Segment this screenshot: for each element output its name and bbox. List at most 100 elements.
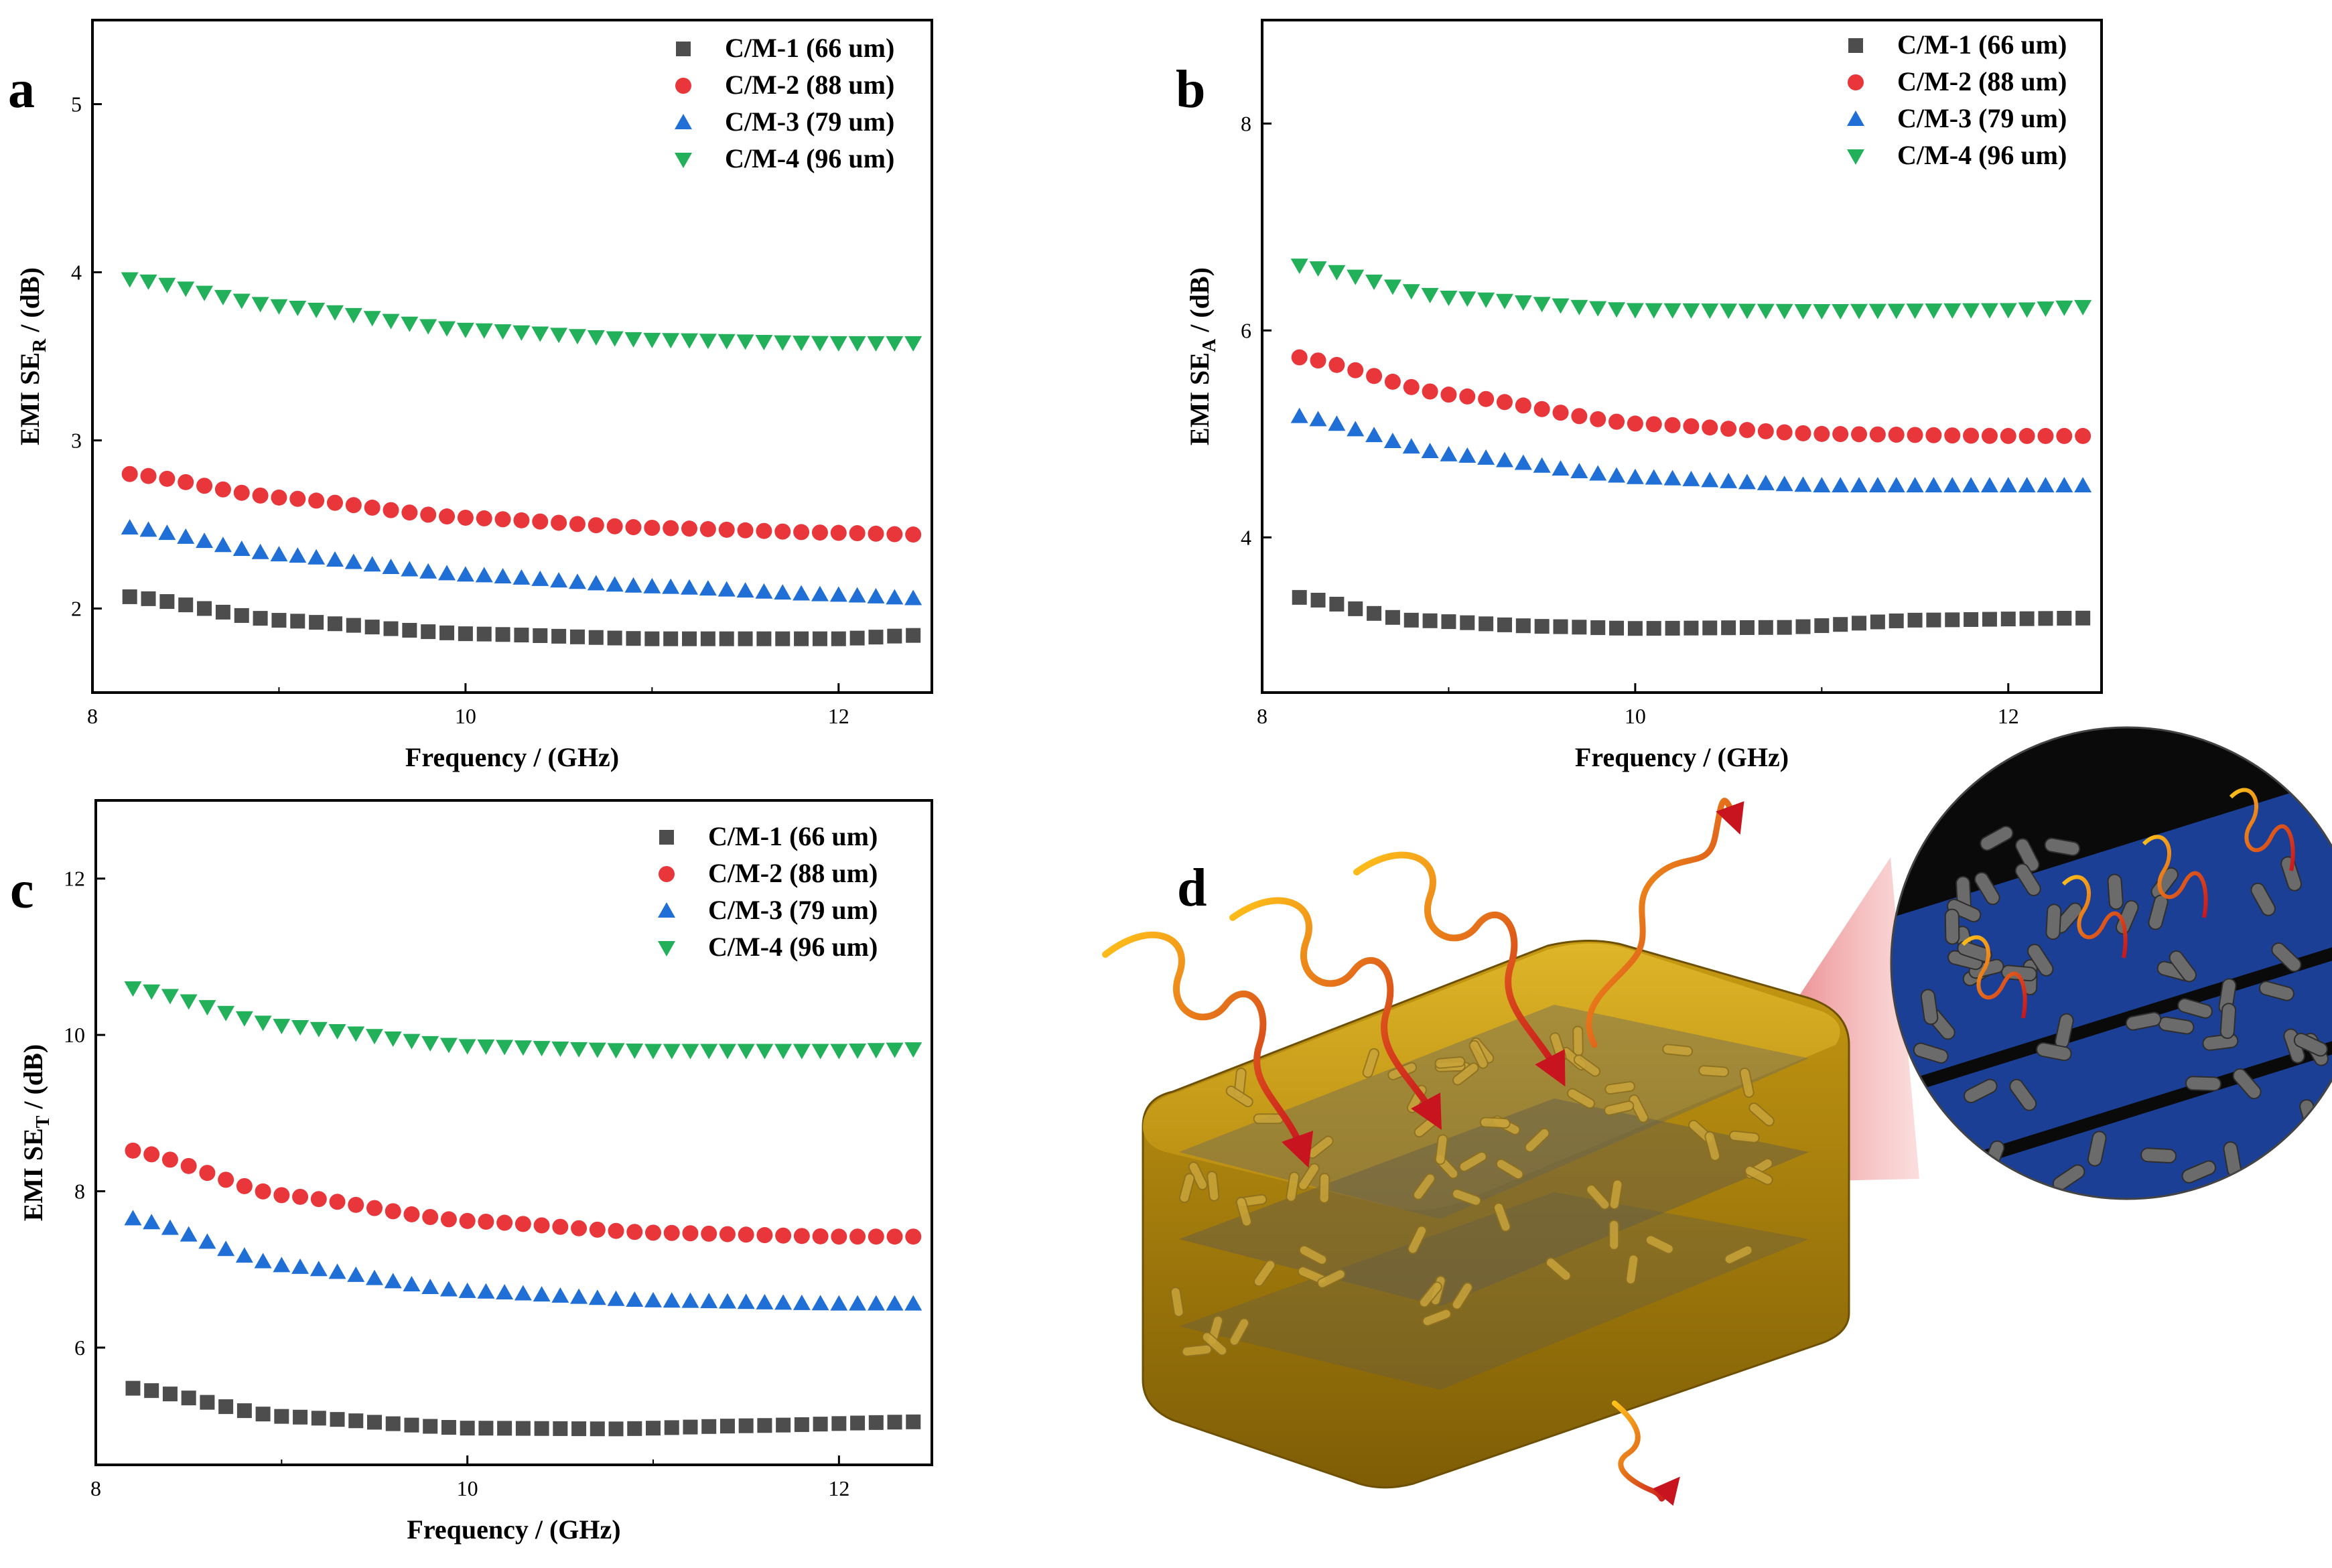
data-point xyxy=(344,307,362,324)
data-point xyxy=(290,614,305,629)
rod xyxy=(1728,1130,1760,1143)
data-point xyxy=(1645,303,1663,319)
data-point xyxy=(139,274,157,290)
data-point xyxy=(1887,303,1905,319)
data-point xyxy=(475,567,493,583)
zoom-rod xyxy=(2014,838,2040,872)
data-point xyxy=(606,518,623,534)
data-point xyxy=(458,626,473,642)
x-tick-label: 10 xyxy=(455,704,476,728)
legend-marker xyxy=(1848,74,1864,90)
data-point xyxy=(177,528,195,544)
y-tick-label: 8 xyxy=(1241,111,1251,135)
data-point xyxy=(1309,411,1327,427)
data-point xyxy=(1925,477,1943,493)
data-point xyxy=(1889,613,1904,628)
data-point xyxy=(588,1289,606,1305)
data-point xyxy=(570,1042,588,1058)
data-point xyxy=(217,1005,235,1021)
data-point xyxy=(1962,303,1980,319)
data-point xyxy=(1701,303,1719,319)
data-point xyxy=(457,509,474,526)
series-3 xyxy=(124,1210,922,1311)
data-point xyxy=(476,626,492,642)
data-point xyxy=(811,1295,829,1311)
data-point xyxy=(1981,427,1998,444)
data-point xyxy=(181,1391,196,1406)
data-point xyxy=(848,336,866,352)
data-point xyxy=(1440,386,1457,403)
legend-marker xyxy=(676,42,691,56)
rod xyxy=(1434,1056,1466,1069)
data-point xyxy=(1403,612,1419,628)
data-point xyxy=(1944,427,1961,444)
data-point xyxy=(644,1291,662,1307)
data-point xyxy=(1813,304,1831,320)
data-point xyxy=(1945,612,1960,628)
data-point xyxy=(830,524,847,541)
data-point xyxy=(421,1279,439,1295)
y-axis-label: EMI SET / (dB) xyxy=(18,1044,54,1221)
x-axis-label: Frequency / (GHz) xyxy=(1575,742,1789,772)
data-point xyxy=(1925,303,1943,319)
data-point xyxy=(533,1286,551,1302)
data-point xyxy=(439,1281,458,1297)
data-point xyxy=(1570,299,1588,315)
data-point xyxy=(2037,301,2055,317)
zoom-rod xyxy=(2169,950,2197,983)
data-point xyxy=(401,561,419,577)
data-point xyxy=(868,630,884,645)
data-point xyxy=(1720,472,1738,488)
data-point xyxy=(886,1042,904,1058)
data-point xyxy=(756,631,772,646)
data-point xyxy=(1367,605,1382,621)
rod xyxy=(1318,1172,1330,1204)
data-point xyxy=(494,324,512,340)
data-point xyxy=(699,334,717,350)
data-point xyxy=(662,578,680,594)
data-point xyxy=(232,293,251,309)
data-point xyxy=(626,1291,644,1307)
series-3 xyxy=(1290,407,2092,493)
data-point xyxy=(144,1383,159,1399)
data-point xyxy=(441,1420,456,1435)
rod xyxy=(1698,1065,1730,1078)
data-point xyxy=(569,629,585,644)
data-point xyxy=(200,1395,215,1410)
data-point xyxy=(533,1041,551,1057)
data-point xyxy=(1366,368,1383,384)
rod xyxy=(1545,1257,1572,1281)
data-point xyxy=(886,526,903,543)
data-point xyxy=(607,1043,625,1059)
y-tick-label: 10 xyxy=(64,1023,85,1047)
data-point xyxy=(607,630,622,646)
data-point xyxy=(178,597,194,613)
data-point xyxy=(1290,407,1308,423)
inner-layer-top xyxy=(1179,1005,1809,1219)
data-point xyxy=(794,1417,809,1432)
data-point xyxy=(2038,611,2053,626)
data-point xyxy=(849,1295,867,1311)
data-point xyxy=(347,1266,365,1282)
data-point xyxy=(831,1416,847,1431)
data-point xyxy=(512,569,531,585)
x-tick-label: 8 xyxy=(1257,704,1267,728)
data-point xyxy=(1663,470,1682,486)
rod xyxy=(1748,1102,1775,1127)
data-point xyxy=(180,1157,197,1174)
data-point xyxy=(606,331,624,347)
data-point xyxy=(1347,362,1364,378)
data-point xyxy=(571,1220,588,1236)
data-point xyxy=(477,1283,495,1299)
data-point xyxy=(644,520,661,537)
rod xyxy=(1608,1179,1623,1210)
y-tick-label: 8 xyxy=(74,1180,85,1204)
data-point xyxy=(1385,610,1400,625)
data-point xyxy=(531,570,549,586)
data-point xyxy=(366,1269,383,1285)
data-point xyxy=(348,1413,364,1429)
data-point xyxy=(1682,303,1700,319)
data-point xyxy=(1552,298,1570,314)
series-3 xyxy=(121,519,922,605)
data-point xyxy=(309,615,324,630)
